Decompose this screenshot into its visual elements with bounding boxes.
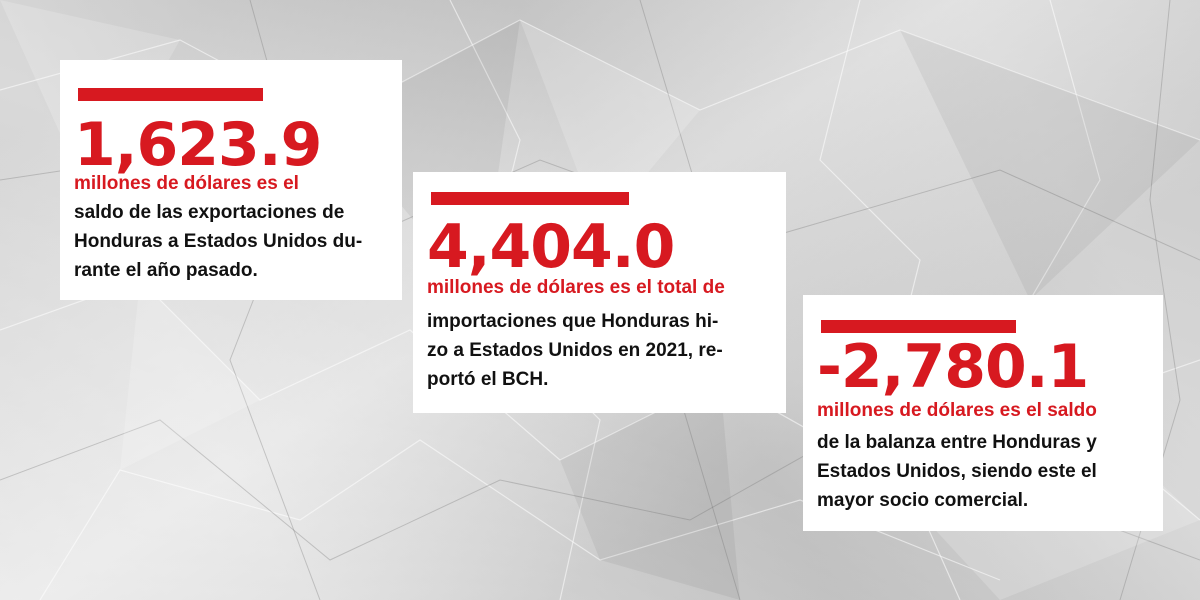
description-line: Estados Unidos, siendo este el [817,461,1097,482]
description-line: rante el año pasado. [74,260,258,281]
stat-lead: millones de dólares es el saldo [817,400,1097,421]
stat-figure: -2,780.1 [817,332,1089,402]
stat-card-balance: -2,780.1 millones de dólares es el saldo… [803,295,1163,531]
accent-bar [431,192,629,205]
stat-figure: 1,623.9 [74,110,322,180]
description-line: zo a Estados Unidos en 2021, re- [427,340,723,361]
accent-bar [821,320,1016,333]
stat-lead: millones de dólares es el [74,173,299,194]
description-line: de la balanza entre Honduras y [817,432,1097,453]
stat-figure: 4,404.0 [427,212,675,282]
description-line: mayor socio comercial. [817,490,1029,511]
stat-description: de la balanza entre Honduras y Estados U… [817,428,1097,515]
description-line: saldo de las exportaciones de [74,202,345,223]
description-line: importaciones que Honduras hi- [427,311,719,332]
stat-description: saldo de las exportaciones de Honduras a… [74,198,362,285]
stat-lead: millones de dólares es el total de [427,277,725,298]
accent-bar [78,88,263,101]
stat-card-exports: 1,623.9 millones de dólares es el saldo … [60,60,402,300]
description-line: portó el BCH. [427,369,549,390]
stat-card-imports: 4,404.0 millones de dólares es el total … [413,172,786,413]
stat-description: importaciones que Honduras hi- zo a Esta… [427,307,723,394]
description-line: Honduras a Estados Unidos du- [74,231,363,252]
